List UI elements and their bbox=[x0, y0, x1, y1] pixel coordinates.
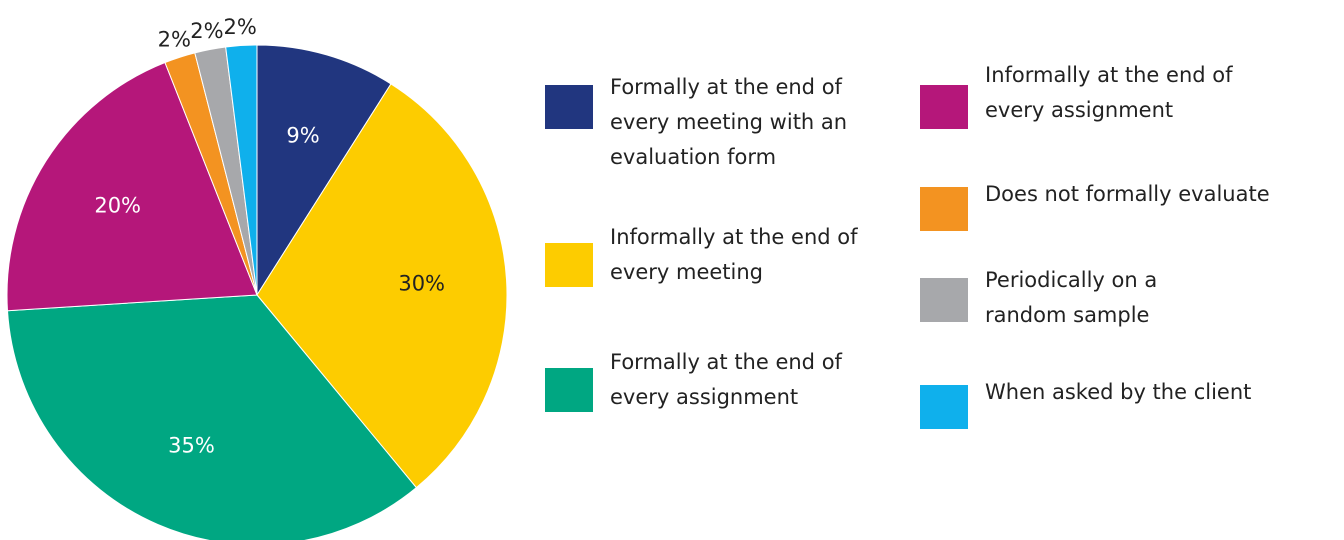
legend-swatch bbox=[920, 85, 968, 129]
legend-label: Informally at the end of every assignmen… bbox=[985, 63, 1233, 122]
legend-item: Periodically on a random sample bbox=[920, 268, 1205, 333]
legend-swatch bbox=[545, 85, 593, 129]
data-label: 35% bbox=[168, 433, 215, 457]
pie-slice bbox=[256, 83, 508, 489]
data-label: 2% bbox=[190, 19, 223, 43]
data-label: 30% bbox=[398, 272, 445, 296]
legend-label: Formally at the end of every assignment bbox=[610, 350, 842, 409]
legend-item: Informally at the end of every assignmen… bbox=[920, 63, 1245, 129]
data-label: 2% bbox=[158, 28, 191, 52]
pie-slice bbox=[256, 44, 392, 297]
legend-item: Informally at the end of every meeting bbox=[545, 225, 865, 290]
data-label: 2% bbox=[224, 15, 257, 39]
legend-item: When asked by the client bbox=[920, 380, 1335, 429]
data-label: 20% bbox=[94, 194, 141, 218]
legend-item: Does not formally evaluate bbox=[920, 182, 1335, 231]
pie-slice bbox=[6, 61, 258, 312]
legend-swatch bbox=[545, 243, 593, 287]
legend-swatch bbox=[545, 368, 593, 412]
legend-label: Periodically on a random sample bbox=[985, 268, 1158, 327]
data-label: 9% bbox=[286, 124, 319, 148]
legend-item: Formally at the end of every assignment bbox=[545, 350, 855, 415]
legend-label: Informally at the end of every meeting bbox=[610, 225, 858, 284]
pie-slice bbox=[225, 44, 258, 296]
legend-label: Does not formally evaluate bbox=[985, 182, 1270, 206]
legend-item: Formally at the end of every meeting wit… bbox=[545, 75, 850, 175]
legend-swatch bbox=[920, 385, 968, 429]
legend-swatch bbox=[920, 278, 968, 322]
pie-slice bbox=[6, 294, 418, 540]
legend-label: Formally at the end of every meeting wit… bbox=[610, 75, 848, 169]
legend-label: When asked by the client bbox=[985, 380, 1252, 404]
legend-swatch bbox=[920, 187, 968, 231]
